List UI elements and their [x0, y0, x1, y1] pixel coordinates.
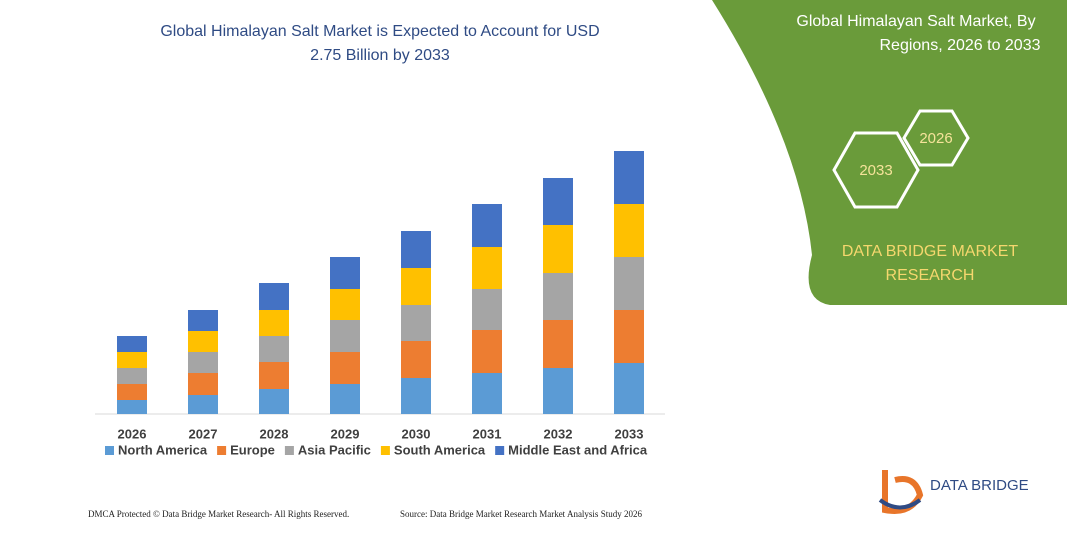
x-tick-label: 2026	[118, 426, 147, 441]
x-tick-label: 2031	[473, 426, 502, 441]
bar-segment	[543, 225, 573, 273]
legend-swatch	[217, 446, 227, 455]
bar-segment	[259, 389, 289, 414]
logo-mark	[878, 498, 922, 510]
bar-segment	[117, 336, 147, 352]
hex-label: 2026	[919, 130, 952, 147]
x-tick-label: 2028	[260, 426, 289, 441]
legend-swatch	[380, 446, 390, 455]
logo-mark	[882, 470, 924, 514]
bar-segment	[330, 320, 360, 352]
bar-segment	[543, 178, 573, 225]
bar-segment	[117, 400, 147, 414]
legend-swatch	[284, 446, 294, 455]
x-tick-label: 2032	[544, 426, 573, 441]
bar-segment	[614, 310, 644, 363]
footer-text: Source: Data Bridge Market Research Mark…	[400, 509, 642, 519]
brand-text: RESEARCH	[886, 267, 975, 284]
hex-label: 2033	[859, 162, 892, 179]
green-panel	[712, 0, 1067, 305]
bar-segment	[472, 247, 502, 289]
bar-segment	[188, 331, 218, 352]
legend-label: South America	[394, 442, 486, 457]
bar-segment	[614, 151, 644, 204]
bar-segment	[330, 289, 360, 320]
bar-segment	[472, 289, 502, 330]
panel-title: Global Himalayan Salt Market, By	[796, 13, 1035, 30]
bar-segment	[472, 330, 502, 373]
chart-title: Global Himalayan Salt Market is Expected…	[160, 23, 599, 40]
x-tick-label: 2029	[331, 426, 360, 441]
bar-segment	[259, 310, 289, 336]
bar-segment	[401, 231, 431, 268]
legend-label: Asia Pacific	[298, 442, 371, 457]
legend-label: North America	[118, 442, 208, 457]
bar-segment	[117, 352, 147, 368]
bar-segment	[117, 384, 147, 400]
bar-segment	[259, 336, 289, 362]
logo-text: DATA BRIDGE	[930, 477, 1029, 494]
bar-segment	[401, 341, 431, 378]
legend-label: Europe	[230, 442, 275, 457]
bar-segment	[188, 395, 218, 414]
bar-segment	[188, 352, 218, 373]
bar-segment	[543, 273, 573, 320]
legend-swatch	[105, 446, 114, 455]
bar-segment	[401, 378, 431, 414]
brand-text: DATA BRIDGE MARKET	[842, 243, 1019, 260]
legend-label: Middle East and Africa	[508, 442, 648, 457]
bar-segment	[259, 362, 289, 389]
bar-segment	[330, 257, 360, 289]
bar-segment	[401, 268, 431, 305]
x-tick-label: 2027	[189, 426, 218, 441]
hexagon	[832, 131, 920, 209]
bar-segment	[330, 384, 360, 414]
x-tick-label: 2030	[402, 426, 431, 441]
bar-segment	[401, 305, 431, 341]
footer-text: DMCA Protected © Data Bridge Market Rese…	[88, 509, 349, 519]
bar-segment	[614, 363, 644, 414]
x-tick-label: 2033	[615, 426, 644, 441]
bar-segment	[330, 352, 360, 384]
bar-segment	[614, 204, 644, 257]
bar-segment	[543, 320, 573, 368]
bar-segment	[472, 204, 502, 247]
bar-segment	[472, 373, 502, 414]
bar-segment	[259, 283, 289, 310]
hexagon	[902, 109, 970, 167]
bar-segment	[117, 368, 147, 384]
bar-segment	[188, 310, 218, 331]
bar-segment	[543, 368, 573, 414]
bar-segment	[188, 373, 218, 395]
legend-swatch	[495, 446, 505, 455]
bar-segment	[614, 257, 644, 310]
panel-title: Regions, 2026 to 2033	[879, 37, 1040, 54]
chart-title: 2.75 Billion by 2033	[310, 47, 450, 64]
